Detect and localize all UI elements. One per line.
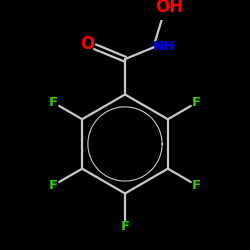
- Text: F: F: [49, 96, 58, 109]
- Text: O: O: [80, 35, 94, 53]
- Text: F: F: [49, 179, 58, 192]
- Text: OH: OH: [155, 0, 183, 16]
- Text: F: F: [192, 179, 201, 192]
- Text: NH: NH: [153, 40, 175, 53]
- Text: F: F: [120, 220, 130, 233]
- Text: F: F: [192, 96, 201, 109]
